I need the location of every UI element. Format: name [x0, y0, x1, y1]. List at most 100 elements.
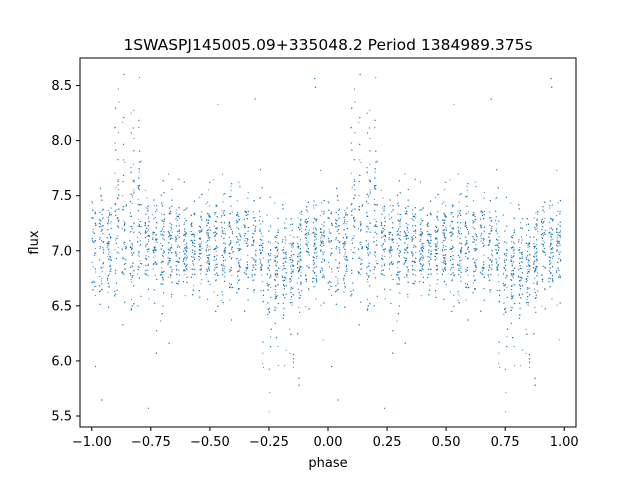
data-point — [413, 246, 415, 248]
data-point — [382, 197, 384, 199]
data-point — [489, 211, 491, 213]
data-point — [391, 233, 393, 236]
data-point — [339, 261, 341, 263]
data-point — [551, 233, 554, 235]
data-point — [109, 237, 112, 239]
data-point — [480, 237, 482, 239]
data-point — [375, 262, 378, 264]
data-point — [403, 276, 405, 278]
data-point — [124, 268, 126, 270]
data-point — [359, 258, 361, 260]
data-point — [201, 247, 203, 249]
data-point — [255, 259, 257, 261]
data-point — [536, 239, 538, 241]
data-point — [319, 250, 322, 252]
data-point — [399, 226, 401, 228]
data-point — [261, 274, 263, 276]
data-point — [457, 236, 459, 238]
data-point — [360, 161, 362, 163]
data-point — [162, 249, 165, 251]
data-point — [216, 294, 219, 296]
data-point — [556, 236, 558, 238]
data-point — [407, 293, 409, 296]
data-point — [384, 407, 386, 409]
data-point — [429, 264, 431, 266]
data-point — [293, 265, 295, 267]
data-point — [415, 232, 417, 234]
data-point — [230, 267, 232, 269]
data-point — [320, 271, 322, 274]
data-point — [374, 171, 376, 173]
data-point — [261, 239, 263, 241]
data-point — [549, 207, 551, 209]
data-point — [121, 227, 123, 230]
data-point — [133, 192, 135, 194]
data-point — [351, 187, 353, 189]
data-point — [535, 212, 537, 214]
data-point — [406, 248, 408, 250]
data-point — [459, 194, 461, 196]
data-point — [200, 273, 202, 275]
data-point — [171, 237, 173, 239]
data-point — [323, 260, 325, 262]
data-point — [514, 364, 516, 367]
data-point — [442, 269, 444, 271]
data-point — [130, 132, 132, 134]
data-point — [475, 186, 477, 188]
data-point — [549, 204, 551, 207]
data-point — [557, 223, 559, 225]
data-point — [366, 200, 368, 203]
data-point — [428, 249, 430, 251]
data-point — [192, 263, 194, 265]
data-point — [262, 362, 264, 364]
data-point — [458, 268, 460, 270]
data-point — [118, 101, 120, 103]
data-point — [200, 217, 202, 219]
data-point — [389, 248, 392, 250]
data-point — [460, 252, 462, 254]
data-point — [520, 252, 523, 254]
data-point — [185, 254, 188, 256]
data-point — [376, 226, 379, 228]
data-point — [437, 228, 439, 230]
data-point — [184, 235, 186, 237]
data-point — [398, 227, 400, 229]
data-point — [443, 201, 445, 203]
data-point — [383, 251, 385, 253]
data-point — [247, 254, 249, 256]
data-point — [313, 277, 315, 279]
data-point — [391, 249, 393, 251]
data-point — [274, 306, 276, 308]
data-point — [376, 244, 378, 246]
data-point — [437, 211, 439, 213]
data-point — [253, 232, 255, 234]
data-point — [511, 274, 513, 276]
data-point — [474, 279, 477, 281]
data-point — [496, 260, 498, 262]
data-point — [130, 252, 133, 254]
data-point — [209, 284, 211, 286]
data-point — [94, 268, 96, 270]
data-point — [384, 255, 386, 258]
data-point — [269, 252, 272, 255]
data-point — [374, 119, 376, 121]
data-point — [170, 228, 173, 230]
data-point — [276, 295, 279, 297]
data-point — [259, 230, 261, 232]
data-point — [534, 306, 536, 308]
data-point — [427, 256, 429, 258]
data-point — [147, 218, 149, 220]
data-point — [406, 237, 408, 239]
data-point — [381, 246, 383, 248]
data-point — [338, 233, 340, 235]
data-point — [224, 193, 226, 195]
data-point — [549, 277, 551, 279]
data-point — [184, 295, 186, 297]
data-point — [398, 305, 400, 307]
data-point — [275, 307, 277, 309]
data-point — [222, 268, 224, 270]
data-point — [258, 210, 260, 212]
data-point — [445, 245, 447, 247]
data-point — [177, 234, 179, 237]
data-point — [115, 187, 117, 189]
